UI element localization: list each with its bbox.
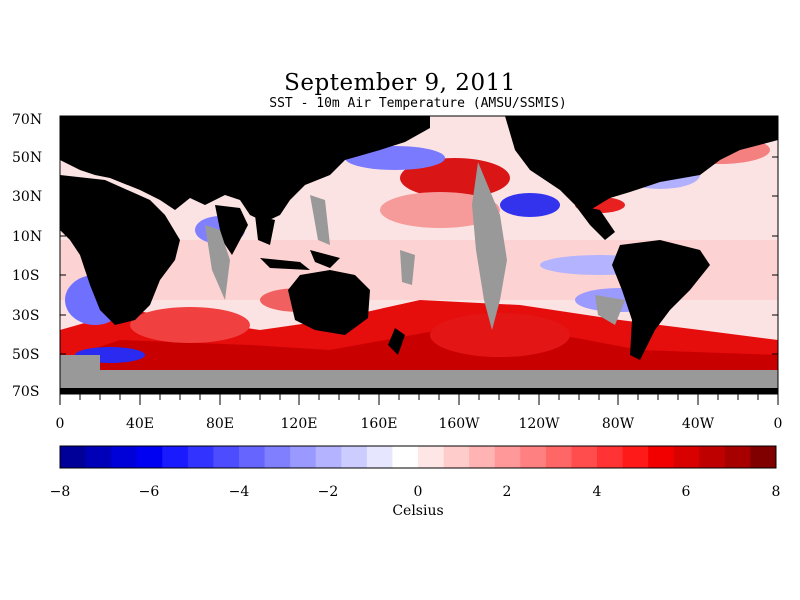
colorbar-swatch xyxy=(443,446,470,468)
colorbar-tick-neg4: −4 xyxy=(229,484,250,500)
lon-label-80e: 80E xyxy=(206,416,234,432)
no-data-central-pacific xyxy=(472,162,507,330)
lon-label-40w: 40W xyxy=(682,416,715,432)
colorbar-swatch xyxy=(392,446,419,468)
south-pacific-warm-patch xyxy=(430,313,570,357)
colorbar-swatch xyxy=(315,446,342,468)
no-data-regions xyxy=(60,162,778,388)
map-title: September 9, 2011 xyxy=(284,70,516,96)
colorbar-swatch xyxy=(622,446,649,468)
lon-label-80w: 80W xyxy=(602,416,635,432)
land-indochina xyxy=(255,215,275,245)
no-data-sea-ice xyxy=(60,370,778,388)
lon-label-0: 0 xyxy=(56,416,65,432)
colorbar-swatch xyxy=(239,446,266,468)
anomaly-field xyxy=(60,116,778,394)
lon-label-120w: 120W xyxy=(518,416,560,432)
lat-label-50s: 50S xyxy=(12,347,39,363)
colorbar-swatch xyxy=(545,446,572,468)
land-australia xyxy=(288,270,370,335)
land-new-zealand xyxy=(388,328,405,355)
lon-label-120e: 120E xyxy=(281,416,318,432)
colorbar-label: Celsius xyxy=(392,503,443,519)
land-masses xyxy=(60,116,778,394)
colorbar-tick-neg2: −2 xyxy=(318,484,339,500)
colorbar-swatch xyxy=(597,446,624,468)
colorbar-tick-4: 4 xyxy=(593,484,602,500)
colorbar-swatch xyxy=(264,446,291,468)
colorbar-swatch xyxy=(469,446,496,468)
colorbar-tick-2: 2 xyxy=(503,484,512,500)
southern-ocean-core xyxy=(60,330,778,376)
colorbar-tick-6: 6 xyxy=(682,484,691,500)
colorbar-swatch xyxy=(750,446,777,468)
no-data-west-pacific xyxy=(310,195,330,245)
colorbar-tick-neg8: −8 xyxy=(50,484,71,500)
colorbar xyxy=(60,446,777,468)
colorbar-swatch xyxy=(418,446,445,468)
lon-label-40e: 40E xyxy=(126,416,154,432)
indian-ocean-warm-patch xyxy=(130,307,250,343)
land-central-america xyxy=(575,205,615,240)
land-antarctica xyxy=(60,388,778,394)
lat-label-30n: 30N xyxy=(12,189,42,205)
colorbar-swatch xyxy=(85,446,112,468)
colorbar-swatch xyxy=(366,446,393,468)
colorbar-swatch xyxy=(162,446,189,468)
no-data-se-pacific xyxy=(595,295,625,325)
colorbar-swatch xyxy=(494,446,521,468)
land-eurasia xyxy=(60,116,430,222)
colorbar-swatch xyxy=(520,446,547,468)
lon-label-160w: 160W xyxy=(438,416,480,432)
land-new-guinea xyxy=(310,250,340,268)
colorbar-swatch xyxy=(673,446,700,468)
lat-label-30s: 30S xyxy=(12,308,39,324)
colorbar-swatch xyxy=(290,446,317,468)
no-data-indian-ocean xyxy=(205,225,230,300)
colorbar-swatch xyxy=(60,446,87,468)
colorbar-tick-neg6: −6 xyxy=(139,484,160,500)
colorbar-swatch xyxy=(213,446,240,468)
map-subtitle: SST - 10m Air Temperature (AMSU/SSMIS) xyxy=(269,96,567,111)
lon-label-0-end: 0 xyxy=(774,416,783,432)
lat-label-70n: 70N xyxy=(12,112,42,128)
ne-pacific-cool-patch xyxy=(500,193,560,217)
colorbar-tick-0: 0 xyxy=(414,484,423,500)
colorbar-tick-8: 8 xyxy=(772,484,781,500)
lat-label-50n: 50N xyxy=(12,150,42,166)
land-greenland xyxy=(640,116,720,145)
land-africa xyxy=(60,175,180,325)
colorbar-swatch xyxy=(341,446,368,468)
colorbar-swatch xyxy=(571,446,598,468)
colorbar-swatch xyxy=(699,446,726,468)
colorbar-swatch xyxy=(136,446,163,468)
lon-ticks xyxy=(59,394,779,405)
land-south-america xyxy=(612,240,710,360)
lon-label-160e: 160E xyxy=(361,416,398,432)
lat-label-10s: 10S xyxy=(12,268,39,284)
land-north-america xyxy=(505,116,778,210)
land-indonesia xyxy=(260,258,310,270)
colorbar-swatch xyxy=(187,446,214,468)
colorbar-swatch xyxy=(648,446,675,468)
lat-label-10n: 10N xyxy=(12,229,42,245)
colorbar-frame xyxy=(59,445,777,469)
land-india xyxy=(215,205,248,255)
colorbar-swatch xyxy=(724,446,751,468)
colorbar-swatch xyxy=(111,446,138,468)
lat-label-70s: 70S xyxy=(12,384,39,400)
lat-ticks xyxy=(60,118,778,392)
north-pacific-pink xyxy=(380,192,500,228)
